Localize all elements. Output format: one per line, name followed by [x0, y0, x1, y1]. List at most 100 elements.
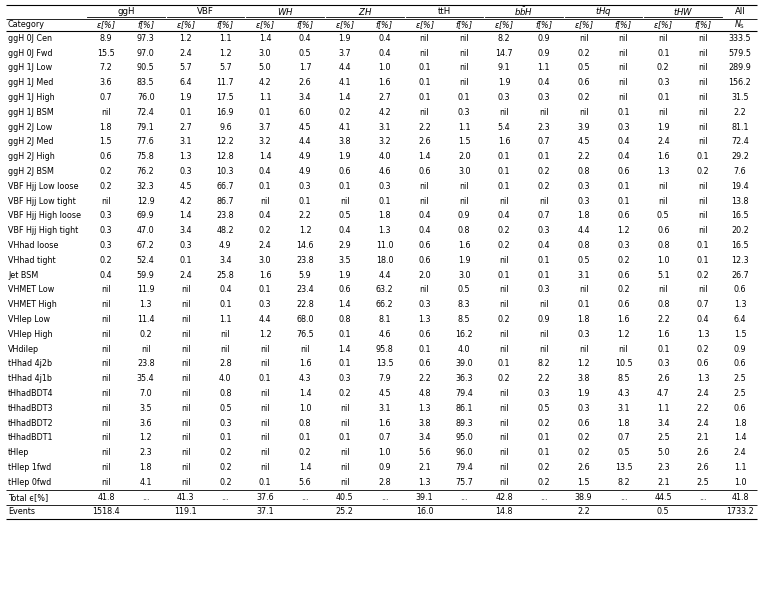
Text: 22.8: 22.8 [296, 300, 314, 309]
Text: 0.3: 0.3 [339, 375, 351, 383]
Text: 14.7: 14.7 [495, 49, 513, 58]
Text: nil: nil [101, 478, 110, 487]
Text: 0.8: 0.8 [458, 226, 470, 235]
Text: nil: nil [499, 419, 509, 428]
Text: 42.8: 42.8 [495, 493, 513, 502]
Text: 3.1: 3.1 [180, 138, 192, 146]
Text: 2.1: 2.1 [657, 478, 670, 487]
Text: 2.2: 2.2 [657, 315, 670, 324]
Text: 41.8: 41.8 [97, 493, 115, 502]
Text: nil: nil [499, 300, 509, 309]
Text: 0.1: 0.1 [537, 449, 550, 457]
Text: 11.0: 11.0 [376, 241, 393, 250]
Text: 1.3: 1.3 [697, 375, 709, 383]
Text: 0.5: 0.5 [578, 256, 590, 265]
Text: 0.7: 0.7 [617, 433, 630, 442]
Text: 1.8: 1.8 [139, 463, 152, 472]
Text: 3.2: 3.2 [259, 138, 272, 146]
Text: nil: nil [101, 196, 110, 206]
Text: nil: nil [419, 286, 429, 294]
Text: 76.2: 76.2 [137, 167, 154, 176]
Text: 2.6: 2.6 [697, 449, 709, 457]
Text: 2.6: 2.6 [298, 78, 311, 88]
Text: 2.4: 2.4 [657, 138, 670, 146]
Text: nil: nil [699, 182, 708, 191]
Text: 0.8: 0.8 [578, 167, 590, 176]
Text: 0.6: 0.6 [100, 152, 112, 162]
Text: 0.2: 0.2 [498, 226, 511, 235]
Text: $\epsilon$[%]: $\epsilon$[%] [494, 19, 514, 31]
Text: nil: nil [221, 330, 230, 339]
Text: 13.5: 13.5 [615, 463, 632, 472]
Text: 1.2: 1.2 [578, 359, 590, 368]
Text: 8.9: 8.9 [100, 34, 112, 43]
Text: $WH$: $WH$ [277, 6, 294, 17]
Text: VHhad loose: VHhad loose [8, 241, 59, 250]
Text: 3.4: 3.4 [657, 419, 670, 428]
Text: 1.2: 1.2 [180, 34, 192, 43]
Text: 1.8: 1.8 [734, 419, 747, 428]
Text: nil: nil [181, 433, 190, 442]
Text: 0.4: 0.4 [339, 226, 351, 235]
Text: 0.1: 0.1 [697, 256, 709, 265]
Text: nil: nil [539, 300, 549, 309]
Text: 0.3: 0.3 [259, 300, 272, 309]
Text: 52.4: 52.4 [137, 256, 154, 265]
Text: nil: nil [699, 108, 708, 117]
Text: 0.2: 0.2 [498, 375, 511, 383]
Text: 1.9: 1.9 [657, 122, 670, 132]
Text: 4.5: 4.5 [578, 138, 590, 146]
Text: 2.5: 2.5 [657, 433, 670, 442]
Text: 0.4: 0.4 [617, 152, 629, 162]
Text: 2.8: 2.8 [219, 359, 231, 368]
Text: nil: nil [699, 226, 708, 235]
Text: $f$[%]: $f$[%] [614, 19, 632, 31]
Text: 1.3: 1.3 [418, 404, 431, 413]
Text: 16.2: 16.2 [455, 330, 473, 339]
Text: 47.0: 47.0 [137, 226, 154, 235]
Text: VHMET Low: VHMET Low [8, 286, 54, 294]
Text: 3.0: 3.0 [259, 256, 272, 265]
Text: nil: nil [260, 345, 270, 354]
Text: 0.4: 0.4 [617, 138, 629, 146]
Text: 10.5: 10.5 [615, 359, 632, 368]
Text: 4.9: 4.9 [298, 167, 311, 176]
Text: nil: nil [101, 419, 110, 428]
Text: nil: nil [699, 64, 708, 72]
Text: 0.9: 0.9 [458, 212, 470, 220]
Text: 16.9: 16.9 [217, 108, 234, 117]
Text: 1.1: 1.1 [219, 315, 231, 324]
Text: 15.5: 15.5 [97, 49, 115, 58]
Text: 14.8: 14.8 [495, 507, 513, 517]
Text: ...: ... [619, 493, 627, 502]
Text: 48.2: 48.2 [217, 226, 234, 235]
Text: nil: nil [499, 108, 509, 117]
Text: 75.8: 75.8 [137, 152, 154, 162]
Text: 4.3: 4.3 [617, 389, 629, 398]
Text: 1.4: 1.4 [418, 152, 431, 162]
Text: nil: nil [499, 286, 509, 294]
Text: nil: nil [539, 330, 549, 339]
Text: 4.1: 4.1 [139, 478, 152, 487]
Text: tHhad 4j1b: tHhad 4j1b [8, 375, 52, 383]
Text: 25.8: 25.8 [216, 271, 234, 280]
Text: nil: nil [699, 78, 708, 88]
Text: nil: nil [699, 93, 708, 102]
Text: 36.3: 36.3 [456, 375, 473, 383]
Text: nil: nil [658, 108, 668, 117]
Text: $f$[%]: $f$[%] [216, 19, 234, 31]
Text: $tHq$: $tHq$ [595, 6, 612, 18]
Text: nil: nil [579, 286, 588, 294]
Text: nil: nil [619, 49, 629, 58]
Text: Total ϵ[%]: Total ϵ[%] [8, 493, 48, 502]
Text: 0.2: 0.2 [219, 478, 231, 487]
Text: 11.9: 11.9 [137, 286, 154, 294]
Text: 3.1: 3.1 [378, 404, 391, 413]
Text: 0.3: 0.3 [180, 167, 192, 176]
Text: 2.0: 2.0 [418, 271, 431, 280]
Text: 0.1: 0.1 [299, 433, 311, 442]
Text: nil: nil [539, 345, 549, 354]
Text: nil: nil [260, 389, 270, 398]
Text: 119.1: 119.1 [174, 507, 197, 517]
Text: $f$[%]: $f$[%] [694, 19, 712, 31]
